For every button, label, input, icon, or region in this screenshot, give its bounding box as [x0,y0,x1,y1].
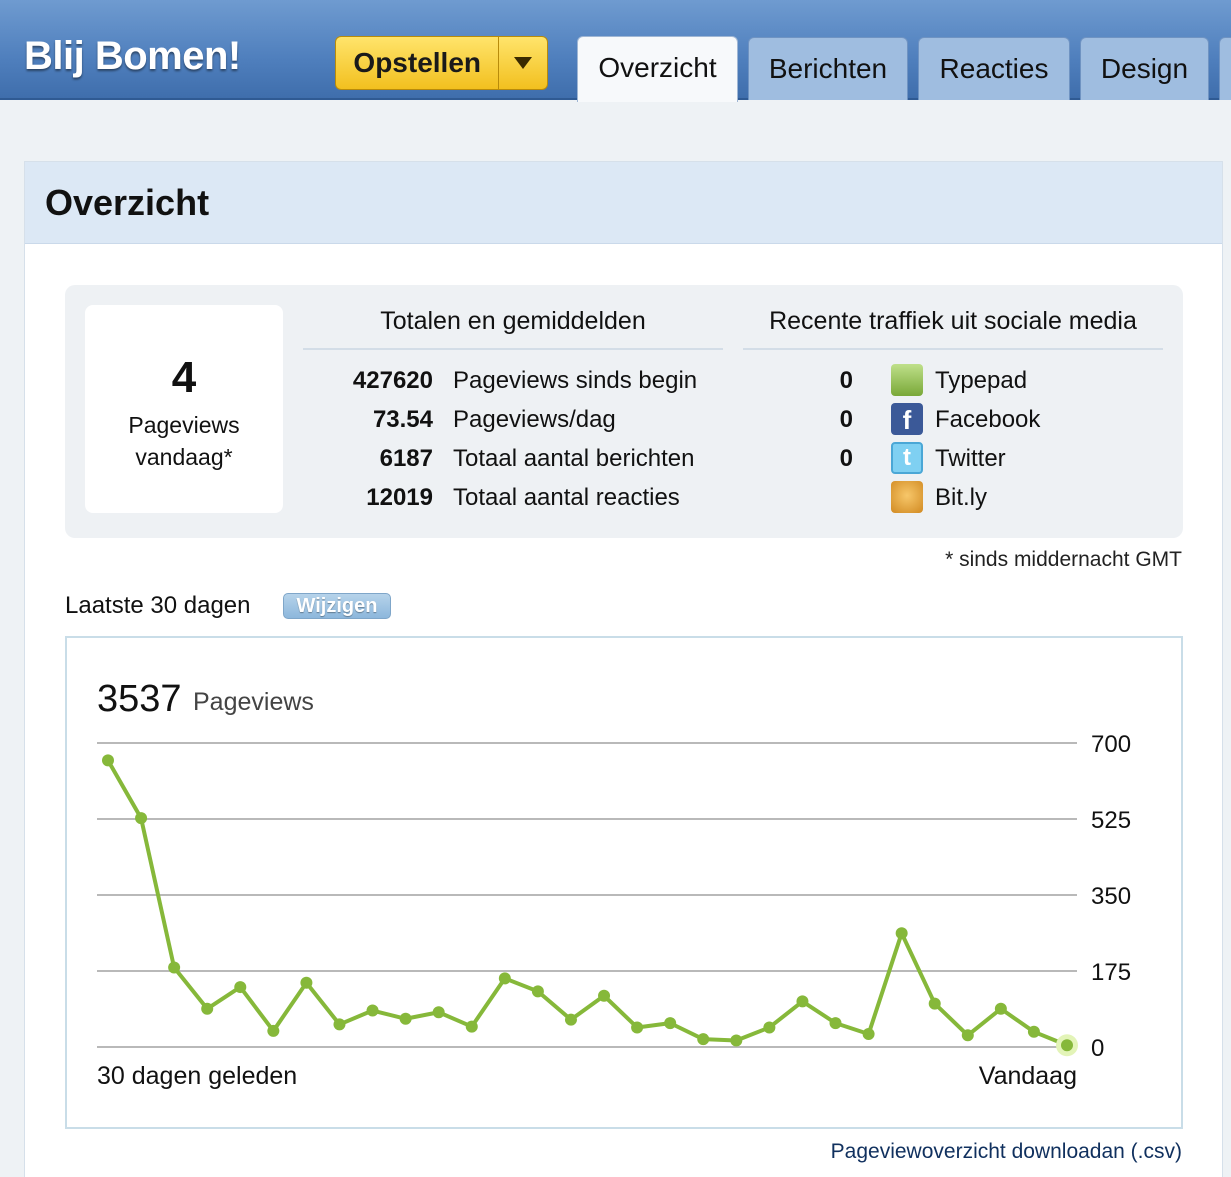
social-row-bitly: Bit.ly [745,481,1145,523]
data-point[interactable] [465,1020,478,1033]
social-label: Facebook [935,406,1041,433]
totals-value: 73.54 [372,406,433,433]
today-pageviews-card: 4 Pageviews vandaag* [85,305,283,513]
data-point[interactable] [399,1012,412,1025]
download-csv-link[interactable]: Pageviewoverzicht downloadan (.csv) [830,1140,1182,1163]
twitter-icon: t [891,442,923,474]
typepad-icon [891,364,923,396]
totals-row: 73.54 Pageviews/dag [303,406,723,445]
line-chart: 700 525 350 175 0 [97,731,1131,1062]
chevron-down-icon [514,57,533,69]
totals-value: 427620 [352,367,433,394]
y-tick-label: 525 [1091,807,1131,834]
compose-button-label[interactable]: Opstellen [353,47,482,78]
today-pageviews-value: 4 [171,353,197,402]
social-value: 0 [839,445,853,472]
data-point[interactable] [432,1006,445,1019]
totals-row: 6187 Totaal aantal berichten [303,445,723,484]
page-title: Overzicht [45,182,210,223]
data-point[interactable] [366,1004,379,1017]
x-axis-start-label: 30 dagen geleden [97,1062,298,1090]
data-point[interactable] [829,1017,842,1030]
x-axis-end-label: Vandaag [978,1062,1077,1090]
social-divider [743,348,1163,350]
totals-label: Pageviews/dag [453,406,616,433]
totals-heading: Totalen en gemiddelden [380,307,646,335]
y-tick-label: 175 [1091,959,1131,986]
totals-label: Totaal aantal berichten [453,445,695,472]
social-row-facebook: 0 f Facebook [745,403,1145,445]
data-point[interactable] [564,1013,577,1026]
stats-summary: 4 Pageviews vandaag* Totalen en gemiddel… [65,285,1183,538]
date-range-label: Laatste 30 dagen [65,592,251,619]
data-point[interactable] [928,997,941,1010]
tab-berichten[interactable]: Berichten [748,37,908,100]
change-range-button[interactable]: Wijzigen [283,593,391,619]
tab-overzicht[interactable]: Overzicht [577,36,738,102]
data-point[interactable] [267,1024,280,1037]
chart-total-label: Pageviews [193,688,314,716]
data-point[interactable] [796,995,809,1008]
data-point[interactable] [697,1033,710,1046]
data-point[interactable] [862,1027,875,1040]
totals-row: 12019 Totaal aantal reacties [303,484,723,523]
data-point[interactable] [300,976,313,989]
data-point[interactable] [1027,1025,1040,1038]
totals-value: 12019 [366,484,433,511]
y-tick-label: 350 [1091,883,1131,910]
bitly-icon [891,481,923,513]
today-pageviews-label: Pageviews vandaag* [128,412,240,470]
data-point[interactable] [631,1021,644,1034]
data-point[interactable] [1061,1039,1073,1052]
data-point[interactable] [895,927,908,940]
compose-dropdown-toggle[interactable] [498,37,547,89]
social-row-twitter: 0 t Twitter [745,442,1145,484]
totals-row: 427620 Pageviews sinds begin [303,367,723,406]
data-point[interactable] [333,1018,346,1031]
y-tick-label: 700 [1091,731,1131,758]
overview-panel: Overzicht 4 Pageviews vandaag* Totalen e… [24,161,1223,1177]
data-point[interactable] [168,961,181,974]
social-value: 0 [839,367,853,394]
top-navigation-bar: Blij Bomen! Opstellen Overzicht Berichte… [0,0,1231,102]
panel-header: Overzicht [25,162,1222,244]
data-point[interactable] [135,812,148,825]
data-point[interactable] [664,1017,677,1030]
totals-label: Totaal aantal reacties [453,484,680,511]
pageviews-chart: 3537 Pageviews 700 525 350 175 0 30 dagen ge… [65,636,1183,1129]
tab-design[interactable]: Design [1080,37,1209,100]
data-point[interactable] [102,754,114,767]
data-point[interactable] [994,1002,1007,1015]
chart-total-value: 3537 [97,678,182,720]
social-value: 0 [839,406,853,433]
social-label: Twitter [935,445,1006,472]
data-point[interactable] [201,1002,214,1015]
compose-button[interactable]: Opstellen [335,36,548,90]
data-point[interactable] [730,1034,743,1047]
data-point[interactable] [763,1021,776,1034]
totals-label: Pageviews sinds begin [453,367,698,394]
y-tick-label: 0 [1091,1035,1104,1062]
data-point[interactable] [598,989,611,1002]
series-line [106,759,1068,1048]
blog-logo[interactable]: Blij Bomen! [24,34,241,78]
social-label: Bit.ly [935,484,988,511]
data-point[interactable] [961,1029,974,1042]
data-point[interactable] [234,981,247,994]
totals-value: 6187 [379,445,433,472]
totals-divider [303,348,723,350]
tab-reacties[interactable]: Reacties [918,37,1070,100]
data-point[interactable] [531,985,544,998]
footnote: * sinds middernacht GMT [945,548,1182,571]
social-row-typepad: 0 Typepad [745,364,1145,406]
tab-overflow[interactable] [1219,37,1231,100]
data-point[interactable] [498,972,511,985]
social-label: Typepad [935,367,1028,394]
social-heading: Recente traffiek uit sociale media [769,307,1137,335]
facebook-icon: f [891,403,923,435]
